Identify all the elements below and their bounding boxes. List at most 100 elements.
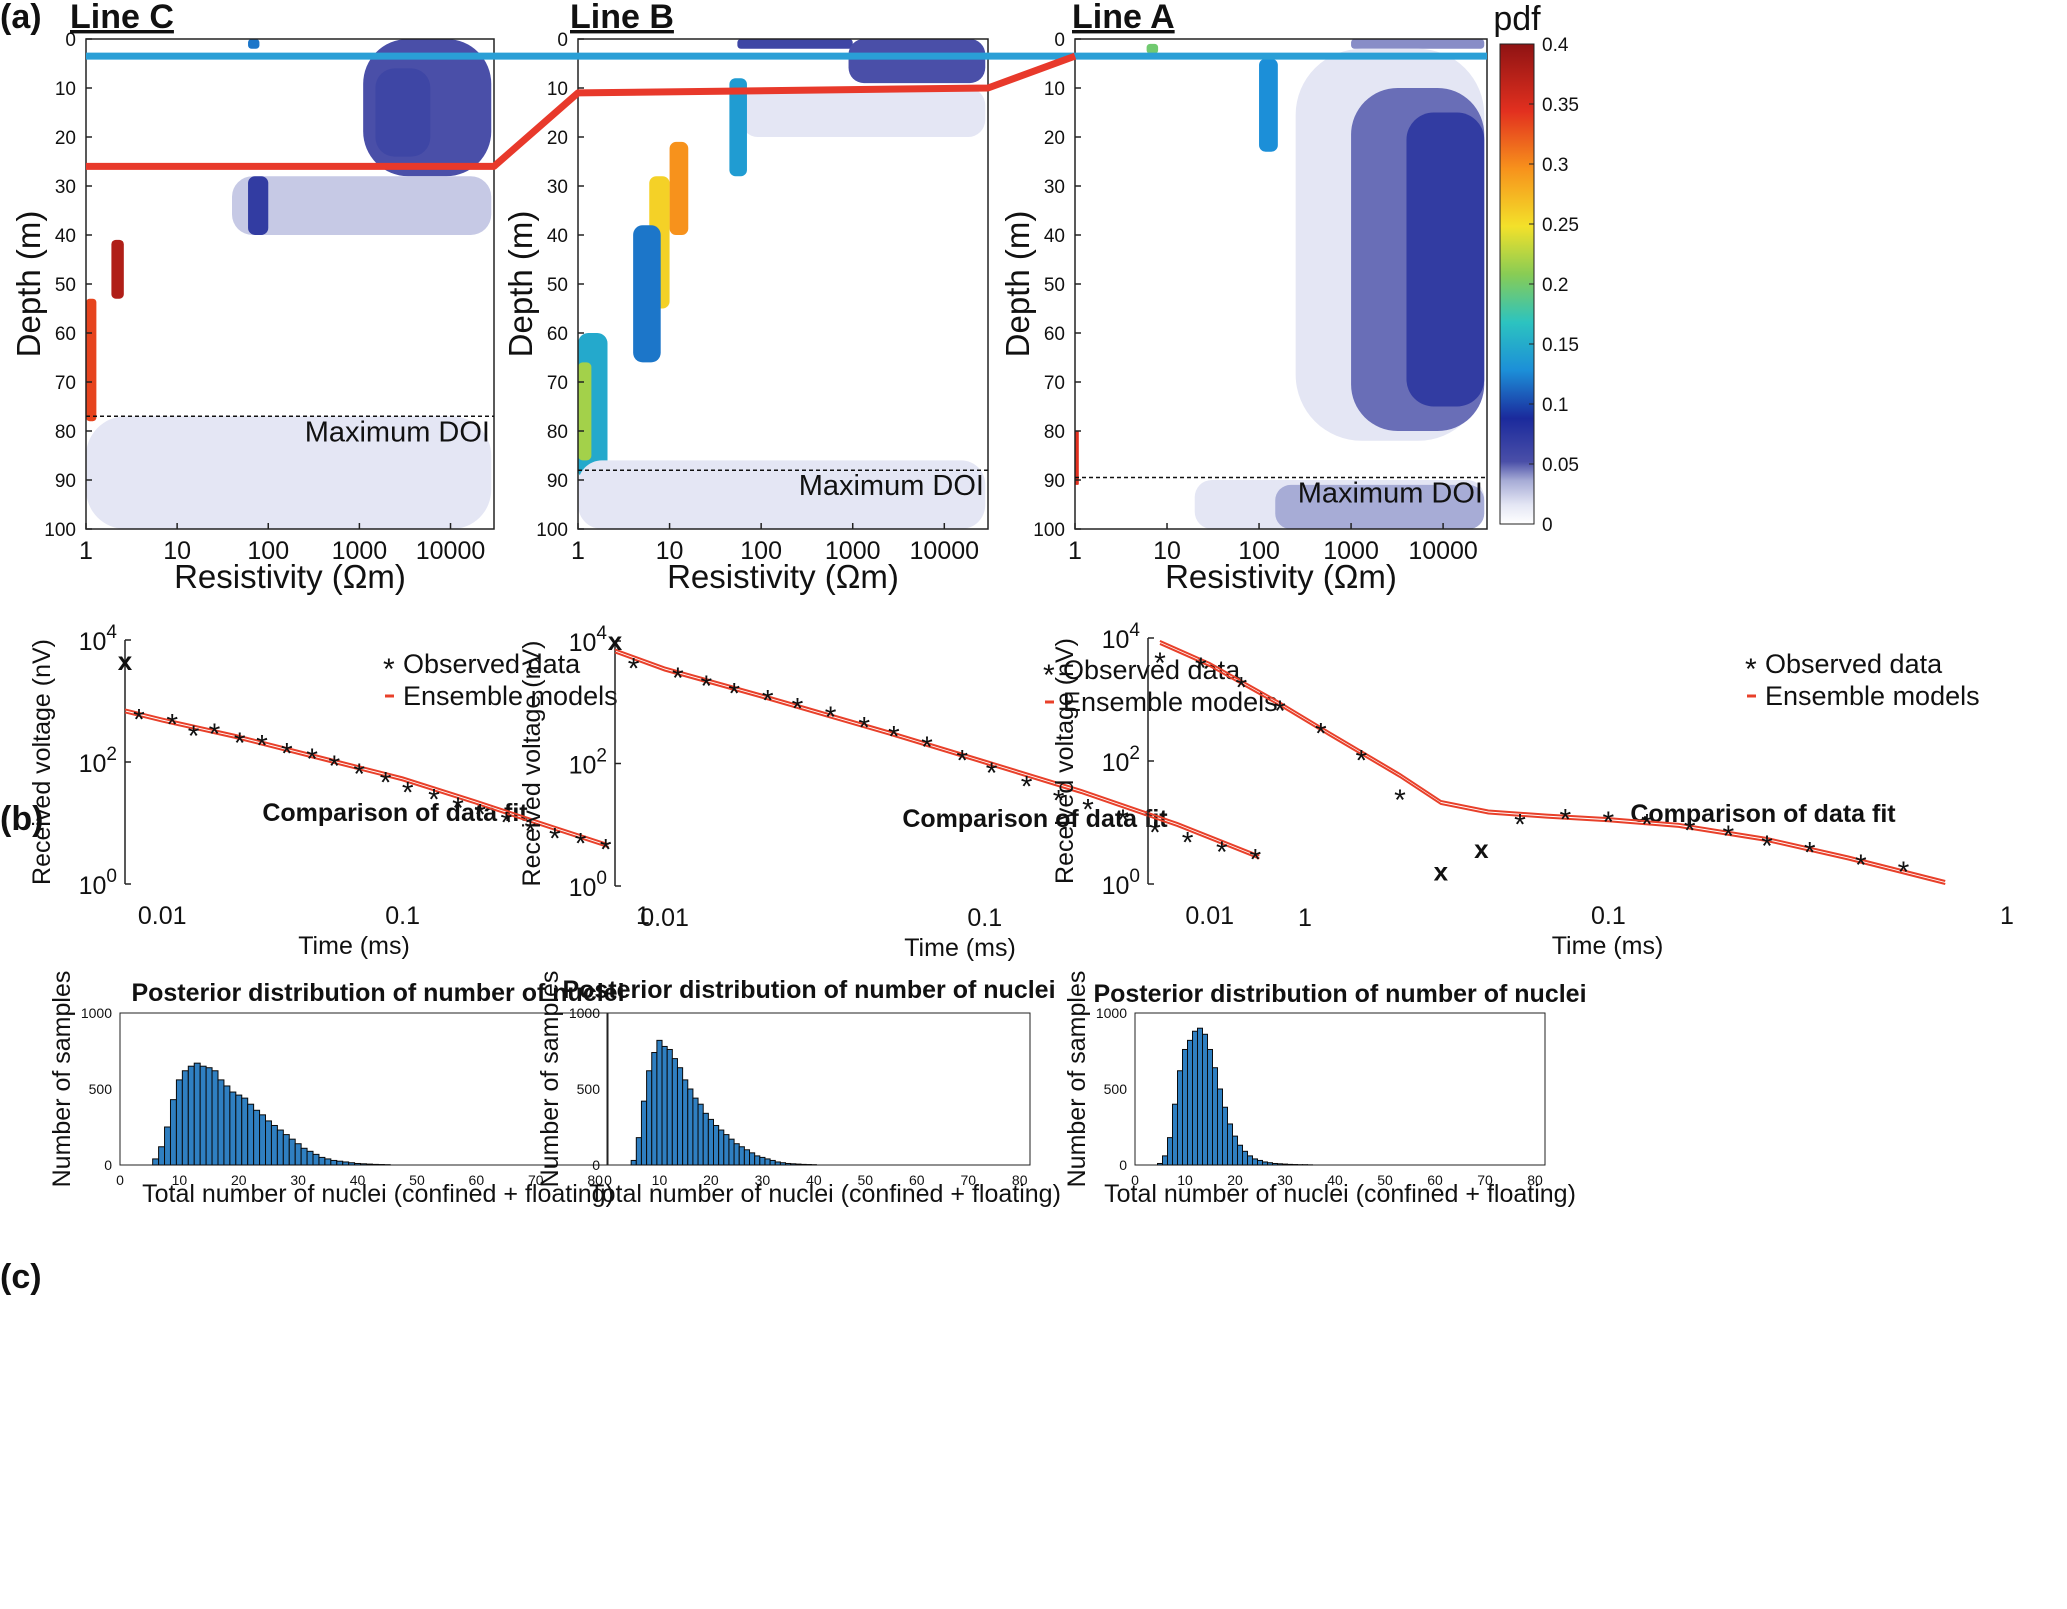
histogram-bar: [306, 1150, 314, 1166]
observed-point: *: [234, 727, 246, 760]
pdf-region: [231, 176, 492, 235]
x-tick-label: 80: [1012, 1172, 1028, 1188]
legend-ensemble-label: Ensemble models: [403, 681, 618, 711]
histogram-bar: [635, 1137, 642, 1166]
y-tick-label: 102: [1102, 743, 1140, 777]
observed-point: *: [1195, 652, 1207, 685]
x-tick-label: 40: [1327, 1172, 1343, 1188]
histogram-bar: [1212, 1067, 1218, 1166]
histogram-bar: [270, 1124, 278, 1166]
pdf-region: [729, 78, 747, 177]
pdf-region: [740, 88, 986, 137]
observed-point: *: [1235, 671, 1247, 704]
observed-point: *: [1053, 784, 1065, 817]
histogram-bar: [1232, 1135, 1238, 1166]
observed-point: *: [628, 653, 640, 686]
histogram-bar: [769, 1159, 776, 1166]
legend-ensemble-label: Ensemble models: [1765, 681, 1980, 711]
histogram-bar: [229, 1091, 237, 1166]
y-tick-label: 40: [55, 226, 76, 247]
y-tick-label: 50: [55, 275, 76, 296]
x-tick-label: 20: [231, 1172, 247, 1188]
legend-observed-label: Observed data: [1765, 649, 1943, 679]
histogram-bar: [288, 1138, 296, 1166]
observed-point: *: [1182, 827, 1194, 860]
x-tick-label: 1000: [1323, 537, 1379, 565]
histogram-bar: [1222, 1106, 1228, 1166]
x-tick-label: 0.01: [1185, 902, 1234, 930]
colorbar-tick-label: 0.05: [1542, 455, 1579, 476]
histogram-bar: [1242, 1150, 1248, 1166]
observed-point: *: [700, 670, 712, 703]
y-tick-label: 10: [547, 79, 568, 100]
x-tick-label: 30: [755, 1172, 771, 1188]
ensemble-curve: [124, 708, 610, 846]
x-tick-label: 40: [350, 1172, 366, 1188]
x-tick-label: 80: [587, 1172, 603, 1188]
y-tick-label: 10: [1044, 79, 1065, 100]
x-tick-label: 0.1: [967, 904, 1002, 932]
histogram-bar: [365, 1163, 373, 1166]
histogram-bar: [1217, 1088, 1223, 1166]
observed-point: *: [672, 662, 684, 695]
histogram-panel-2: Posterior distribution of number of nucl…: [536, 971, 1061, 1208]
histogram-bar: [1267, 1162, 1273, 1166]
histogram-bar: [1192, 1030, 1198, 1166]
y-tick-label: 102: [79, 744, 117, 778]
x-tick-label: 10000: [1408, 537, 1478, 565]
histogram-bar: [1272, 1162, 1278, 1166]
x-tick-label: 1: [636, 902, 650, 930]
histogram-bar: [265, 1120, 272, 1166]
y-tick-label: 80: [55, 422, 76, 443]
histogram-bar: [682, 1079, 689, 1166]
observed-point: *: [1804, 837, 1816, 870]
x-axis-label: Total number of nuclei (confined + float…: [1104, 1180, 1576, 1208]
x-axis-label: Time (ms): [298, 932, 410, 960]
histogram-bar: [1287, 1163, 1293, 1166]
pdf-region: [86, 298, 97, 422]
pdf-region: [737, 39, 853, 49]
observed-point: *: [1274, 695, 1286, 728]
observed-point: *: [474, 798, 486, 831]
histogram-bar: [199, 1065, 207, 1166]
observed-point: *: [600, 833, 612, 866]
observed-point: *: [329, 750, 341, 783]
histogram-bar: [247, 1103, 255, 1166]
histogram-bar: [676, 1067, 684, 1166]
legend-observed-marker: *: [1745, 653, 1757, 686]
y-tick-label: 20: [55, 128, 76, 149]
histogram-panel-1: Posterior distribution of number of nucl…: [48, 971, 625, 1208]
histogram-bar: [671, 1058, 678, 1166]
histogram-bar: [661, 1045, 668, 1166]
y-tick-label: 1000: [569, 1005, 600, 1021]
histogram-bar: [193, 1062, 201, 1166]
x-tick-label: 60: [909, 1172, 925, 1188]
observed-point: *: [575, 827, 587, 860]
histogram-bar: [211, 1070, 219, 1166]
interface-lines: [86, 52, 1487, 170]
colorbar-tick-label: 0.3: [1542, 155, 1568, 176]
histogram-bar: [723, 1134, 730, 1166]
x-tick-label: 1000: [332, 537, 388, 565]
x-axis-label: Time (ms): [904, 934, 1016, 962]
x-tick-label: 0: [116, 1172, 124, 1188]
histogram-bar: [187, 1065, 195, 1166]
observed-point: *: [1315, 718, 1327, 751]
observed-point: *: [1149, 817, 1161, 850]
x-axis-label: Resistivity (Ωm): [1165, 558, 1397, 595]
x-tick-label: 70: [960, 1172, 976, 1188]
histogram-bar: [348, 1162, 356, 1166]
histogram-bar: [728, 1138, 735, 1166]
observed-point: *: [549, 823, 561, 856]
histogram-bar: [779, 1162, 787, 1166]
line-title: Line C: [70, 0, 174, 36]
y-axis-label: Received voltage (nV): [518, 641, 546, 887]
observed-point: *: [1355, 744, 1367, 777]
y-tick-label: 70: [547, 373, 568, 394]
x-tick-label: 80: [1527, 1172, 1543, 1188]
max-doi-label: Maximum DOI: [799, 470, 984, 502]
y-tick-label: 0: [104, 1157, 112, 1173]
histogram-bar: [152, 1158, 160, 1166]
histogram-bar: [181, 1070, 189, 1166]
